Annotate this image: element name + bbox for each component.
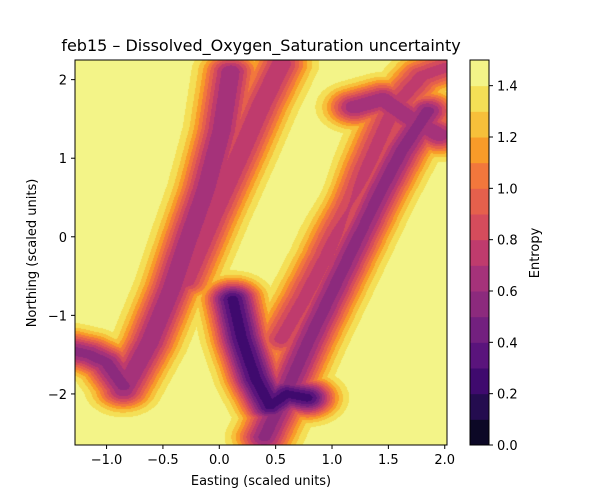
colorbar-ticks: 0.0 0.2 0.4 0.6 0.8 1.0 1.2 1.4 [489,80,518,454]
colorbar-tick-label: 1.0 [497,182,518,197]
colorbar-bands [470,60,489,446]
colorbar-band [470,316,489,343]
colorbar-label: Entropy [528,227,543,278]
x-tick-label: 1.5 [378,453,399,468]
plot-frame [74,59,448,446]
colorbar-tick-label: 0.8 [497,234,518,249]
colorbar-tick-label: 1.4 [497,80,518,95]
colorbar-band [470,419,489,446]
colorbar-band [470,291,489,318]
y-tick-label: 0 [59,231,67,246]
colorbar-band [470,393,489,420]
y-axis: −2 −1 0 1 2 [48,74,75,403]
x-tick-label: −1.0 [91,453,123,468]
colorbar-band [470,239,489,266]
x-tick-label: −0.5 [147,453,179,468]
x-tick-label: 0.0 [209,453,230,468]
x-tick-label: 0.5 [265,453,286,468]
x-axis: −1.0 −0.5 0.0 0.5 1.0 1.5 2.0 [91,445,455,468]
y-tick-label: 2 [59,74,67,89]
colorbar-band [470,85,489,112]
x-tick-label: 1.0 [322,453,343,468]
colorbar: 0.0 0.2 0.4 0.6 0.8 1.0 1.2 1.4 Entropy [469,59,543,454]
colorbar-band [470,188,489,215]
plot-area [74,59,448,446]
colorbar-band [470,137,489,164]
colorbar-band [470,214,489,241]
colorbar-tick-label: 0.6 [497,285,518,300]
colorbar-tick-label: 0.4 [497,336,518,351]
x-tick-label: 2.0 [434,453,455,468]
y-tick-label: −2 [48,388,67,403]
y-axis-label: Northing (scaled units) [25,179,40,328]
y-tick-label: −1 [48,309,67,324]
y-tick-label: 1 [59,152,67,167]
colorbar-tick-label: 0.2 [497,388,518,403]
colorbar-band [470,111,489,138]
colorbar-band [470,265,489,292]
colorbar-tick-label: 1.2 [497,131,518,146]
colorbar-band [470,162,489,189]
colorbar-frame [469,59,490,446]
heatmap-field [75,60,447,445]
colorbar-band [470,342,489,369]
colorbar-band [470,368,489,395]
colorbar-band [470,60,489,87]
x-axis-label: Easting (scaled units) [191,474,331,489]
colorbar-tick-label: 0.0 [497,439,518,454]
chart-title: feb15 – Dissolved_Oxygen_Saturation unce… [61,36,460,56]
